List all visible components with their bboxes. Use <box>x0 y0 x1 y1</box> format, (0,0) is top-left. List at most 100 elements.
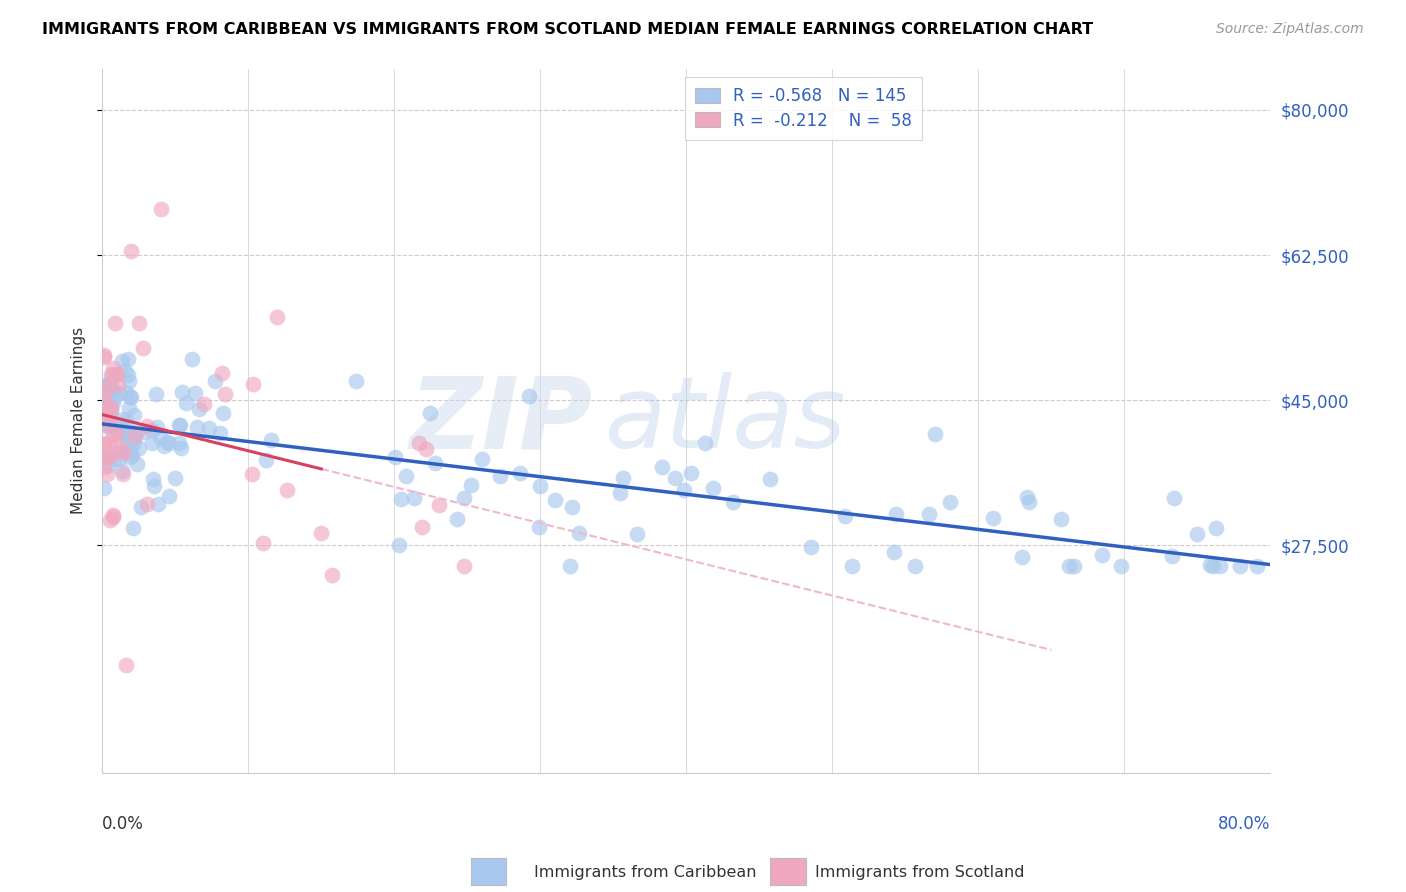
Point <box>193 396 215 410</box>
Point <box>141 423 163 437</box>
Text: Source: ZipAtlas.com: Source: ZipAtlas.com <box>1216 22 1364 37</box>
Point <box>1015 490 1038 504</box>
Point <box>429 498 451 512</box>
Point <box>453 491 475 506</box>
Point <box>103 451 125 466</box>
Point <box>125 457 148 471</box>
Point <box>111 464 134 478</box>
Point <box>105 367 128 381</box>
Point <box>117 368 139 382</box>
Point <box>883 544 905 558</box>
Point <box>721 495 744 509</box>
Point <box>98 376 121 390</box>
Point <box>402 491 425 506</box>
Point <box>121 521 143 535</box>
Point <box>174 396 197 410</box>
Point <box>97 419 120 434</box>
Point <box>388 538 411 552</box>
Point <box>453 559 475 574</box>
Y-axis label: Median Female Earnings: Median Female Earnings <box>72 327 86 515</box>
Point <box>128 441 150 455</box>
Point <box>344 374 367 388</box>
Point <box>938 494 960 508</box>
Point <box>1198 558 1220 573</box>
Point <box>1109 558 1132 573</box>
Point <box>100 368 122 382</box>
Point <box>107 377 129 392</box>
Point <box>1011 550 1033 565</box>
Point <box>124 434 146 449</box>
Point <box>841 558 863 573</box>
Point <box>120 244 142 258</box>
Point <box>260 433 283 447</box>
Point <box>94 384 117 398</box>
Point <box>107 452 129 467</box>
Point <box>509 467 531 481</box>
Point <box>184 386 207 401</box>
Point <box>118 374 141 388</box>
Point <box>544 493 567 508</box>
Point <box>1209 558 1232 573</box>
Point <box>180 351 202 366</box>
Point <box>425 456 447 470</box>
Point <box>114 425 136 440</box>
Point <box>103 390 125 404</box>
Point <box>93 392 115 406</box>
Point <box>100 400 122 414</box>
Point <box>141 436 163 450</box>
Point <box>446 512 468 526</box>
Text: Immigrants from Scotland: Immigrants from Scotland <box>815 865 1025 880</box>
Point <box>981 511 1004 525</box>
Point <box>96 417 118 431</box>
Point <box>153 440 176 454</box>
Point <box>695 435 717 450</box>
Point <box>93 350 115 364</box>
Point <box>800 540 823 554</box>
Point <box>609 486 631 500</box>
Point <box>117 444 139 458</box>
Text: atlas: atlas <box>605 372 846 469</box>
Point <box>120 430 142 444</box>
Point <box>146 419 169 434</box>
Point <box>389 492 412 507</box>
Point <box>120 444 142 458</box>
Point <box>924 426 946 441</box>
Point <box>1163 491 1185 505</box>
Point <box>125 424 148 438</box>
Point <box>211 407 233 421</box>
Point <box>1201 558 1223 573</box>
Point <box>1057 558 1080 573</box>
Point <box>124 428 146 442</box>
Point <box>529 479 551 493</box>
Point <box>411 520 433 534</box>
Point <box>103 420 125 434</box>
Point <box>103 396 125 410</box>
Point <box>98 458 121 473</box>
Legend: R = -0.568   N = 145, R =  -0.212    N =  58: R = -0.568 N = 145, R = -0.212 N = 58 <box>685 77 922 139</box>
Point <box>98 513 121 527</box>
Point <box>104 446 127 460</box>
Point <box>156 434 179 449</box>
Text: 0.0%: 0.0% <box>103 815 143 833</box>
Point <box>96 379 118 393</box>
Point <box>214 387 236 401</box>
Point <box>98 450 121 464</box>
Point <box>1185 527 1208 541</box>
Point <box>157 489 180 503</box>
Point <box>112 425 135 440</box>
Point <box>170 441 193 455</box>
Point <box>104 317 127 331</box>
Point <box>163 471 186 485</box>
Point <box>266 310 288 325</box>
Point <box>1246 558 1268 573</box>
Point <box>117 351 139 366</box>
Point <box>97 450 120 465</box>
Point <box>100 402 122 417</box>
Point <box>1063 558 1085 573</box>
Point <box>94 379 117 393</box>
Point <box>101 510 124 524</box>
Point <box>384 450 406 465</box>
Point <box>529 520 551 534</box>
Point <box>115 414 138 428</box>
Point <box>98 435 121 450</box>
